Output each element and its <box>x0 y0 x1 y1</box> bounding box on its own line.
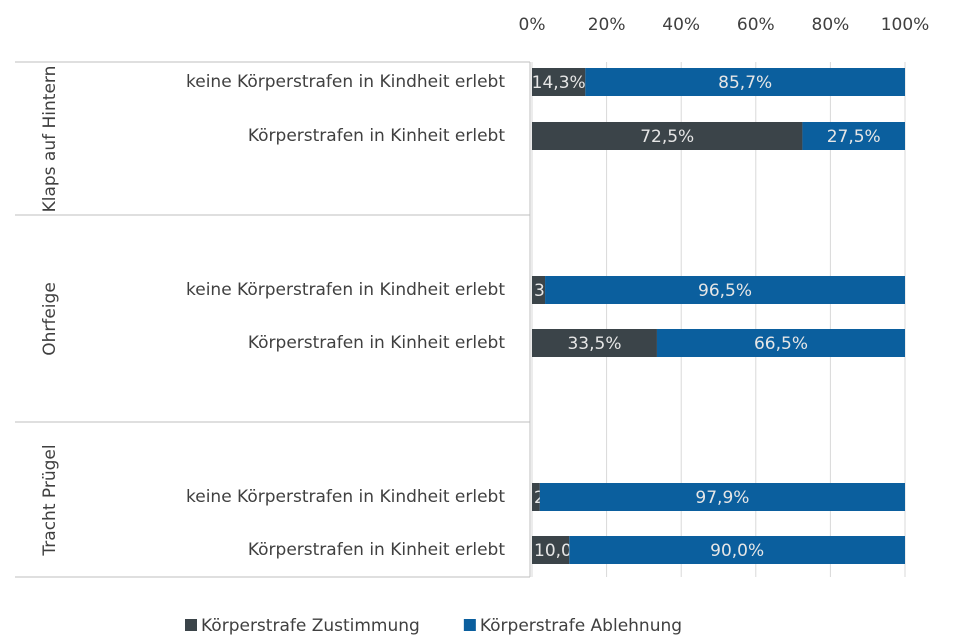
group-label: Klaps auf Hintern <box>40 65 60 212</box>
legend-label: Körperstrafe Ablehnung <box>480 616 682 636</box>
bar-segment <box>539 483 905 511</box>
legend-label: Körperstrafe Zustimmung <box>201 616 420 636</box>
category-label: Körperstrafen in Kinheit erlebt <box>248 126 505 146</box>
group-label: Ohrfeige <box>40 281 60 356</box>
bar-segment <box>532 483 540 511</box>
legend-swatch <box>463 619 476 631</box>
category-label: keine Körperstrafen in Kindheit erlebt <box>186 280 505 300</box>
data-label: 85,7% <box>718 73 772 93</box>
category-label: Körperstrafen in Kinheit erlebt <box>248 540 505 560</box>
bar-segment <box>545 276 905 304</box>
category-label: keine Körperstrafen in Kindheit erlebt <box>186 487 505 507</box>
category-label: Körperstrafen in Kinheit erlebt <box>248 333 505 353</box>
data-label: 72,5% <box>640 127 694 147</box>
bar-segment <box>532 276 546 304</box>
x-tick-label: 0% <box>519 15 546 35</box>
data-label: 33,5% <box>567 334 621 354</box>
x-tick-label: 20% <box>588 15 626 35</box>
data-label: 66,5% <box>754 334 808 354</box>
data-label: 27,5% <box>827 127 881 147</box>
bar-segment <box>532 536 570 564</box>
legend-swatch <box>185 619 197 631</box>
bar-segment <box>532 329 657 357</box>
category-label: keine Körperstrafen in Kindheit erlebt <box>186 72 505 92</box>
data-label: 96,5% <box>698 281 752 301</box>
x-tick-label: 40% <box>662 15 700 35</box>
x-tick-label: 80% <box>812 15 850 35</box>
data-label: 90,0% <box>710 541 764 561</box>
bar-segment <box>656 329 905 357</box>
data-label: 14,3% <box>532 73 586 93</box>
data-label: 97,9% <box>695 488 749 508</box>
bar-segment <box>802 122 905 150</box>
bar-segment <box>532 68 586 96</box>
bar-segment <box>569 536 905 564</box>
bar-segment <box>585 68 905 96</box>
group-label: Tracht Prügel <box>40 443 60 556</box>
x-tick-label: 100% <box>881 15 930 35</box>
x-tick-label: 60% <box>737 15 775 35</box>
bar-segment <box>532 122 803 150</box>
